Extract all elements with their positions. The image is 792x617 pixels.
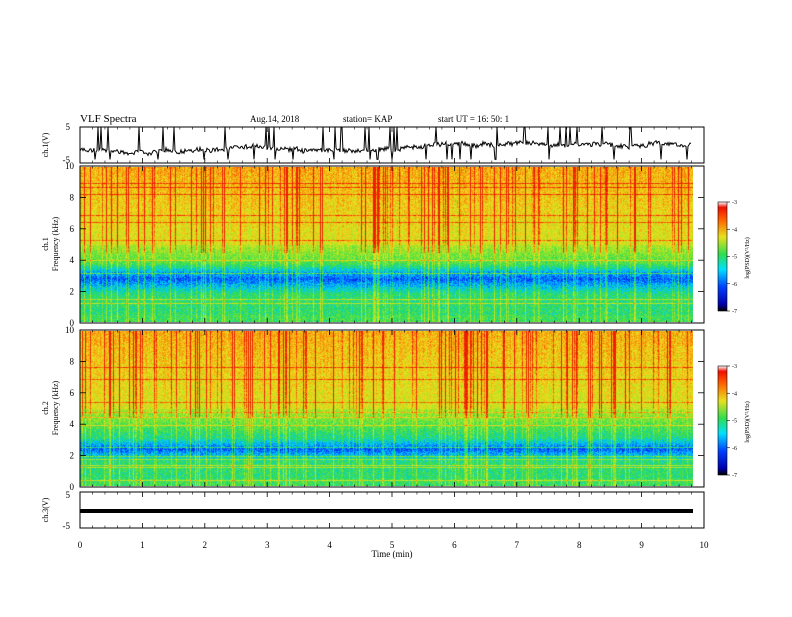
ch3-ytick-bottom: -5 bbox=[63, 521, 71, 531]
x-tick-label: 2 bbox=[203, 540, 208, 550]
freq-tick-label: 0 bbox=[70, 482, 75, 492]
ch1-waveform-line bbox=[79, 126, 692, 160]
ch3-ylabel: ch.3(V) bbox=[41, 497, 50, 522]
freq-tick-label: 4 bbox=[70, 419, 75, 429]
x-tick-label: 7 bbox=[515, 540, 520, 550]
x-tick-label: 10 bbox=[700, 540, 710, 550]
freq-tick-label: 0 bbox=[70, 318, 75, 328]
panel-ch1-waveform: 5 -5 ch.1(V) bbox=[41, 122, 705, 165]
x-axis-label: Time (min) bbox=[372, 549, 413, 559]
freq-tick-label: 6 bbox=[70, 224, 75, 234]
colorbar-tick-label: -5 bbox=[732, 419, 737, 425]
freq-tick-label: 2 bbox=[70, 287, 75, 297]
ch3-ytick-top: 5 bbox=[66, 490, 71, 500]
date-label: Aug.14, 2018 bbox=[250, 114, 300, 124]
ch1-spec-ylabel: Frequency (kHz) bbox=[51, 216, 60, 271]
freq-tick-label: 2 bbox=[70, 451, 75, 461]
figure-title: VLF Spectra bbox=[80, 113, 137, 125]
x-tick-label: 6 bbox=[452, 540, 457, 550]
freq-tick-label: 10 bbox=[65, 161, 75, 171]
ch2-colorbar-label: log(PSD)(V²/Hz) bbox=[744, 401, 751, 442]
ch1-ylabel: ch.1(V) bbox=[41, 132, 50, 157]
colorbar-tick-label: -4 bbox=[732, 391, 737, 397]
x-tick-label: 9 bbox=[639, 540, 644, 550]
ch1-spec-channel-label: ch.1 bbox=[41, 237, 50, 251]
ch1-spectrogram-image bbox=[80, 167, 693, 322]
colorbar-tick-label: -7 bbox=[732, 473, 737, 479]
freq-tick-label: 10 bbox=[65, 325, 75, 335]
x-tick-label: 8 bbox=[577, 540, 582, 550]
x-tick-label: 0 bbox=[78, 540, 83, 550]
ch2-spectrogram-image bbox=[80, 331, 693, 486]
x-tick-label: 4 bbox=[327, 540, 332, 550]
freq-tick-label: 6 bbox=[70, 388, 75, 398]
ch1-ytick-top: 5 bbox=[66, 122, 71, 132]
freq-tick-label: 4 bbox=[70, 255, 75, 265]
x-tick-label: 3 bbox=[265, 540, 270, 550]
x-tick-label: 1 bbox=[140, 540, 145, 550]
colorbar-tick-label: -7 bbox=[732, 309, 737, 315]
ch1-colorbar-label: log(PSD)(V²/Hz) bbox=[744, 237, 751, 278]
colorbar-tick-label: -6 bbox=[732, 282, 737, 288]
colorbar-tick-label: -4 bbox=[732, 227, 737, 233]
ch2-spec-channel-label: ch.2 bbox=[41, 401, 50, 415]
freq-tick-label: 8 bbox=[70, 356, 75, 366]
colorbar-tick-label: -6 bbox=[732, 446, 737, 452]
ch1-colorbar bbox=[717, 201, 728, 312]
colorbar-tick-label: -3 bbox=[732, 364, 737, 370]
start-time-label: start UT = 16: 50: 1 bbox=[438, 114, 509, 124]
freq-tick-label: 8 bbox=[70, 192, 75, 202]
ch1-ytick-bottom: -5 bbox=[63, 155, 71, 165]
station-label: station= KAP bbox=[343, 114, 392, 124]
panel-ch3-waveform: 5 -5 ch.3(V) bbox=[41, 490, 705, 531]
x-tick-label: 5 bbox=[390, 540, 395, 550]
colorbar-tick-label: -3 bbox=[732, 200, 737, 206]
ch2-colorbar bbox=[717, 365, 728, 476]
ch2-spec-ylabel: Frequency (kHz) bbox=[51, 380, 60, 435]
colorbar-tick-label: -5 bbox=[732, 255, 737, 261]
